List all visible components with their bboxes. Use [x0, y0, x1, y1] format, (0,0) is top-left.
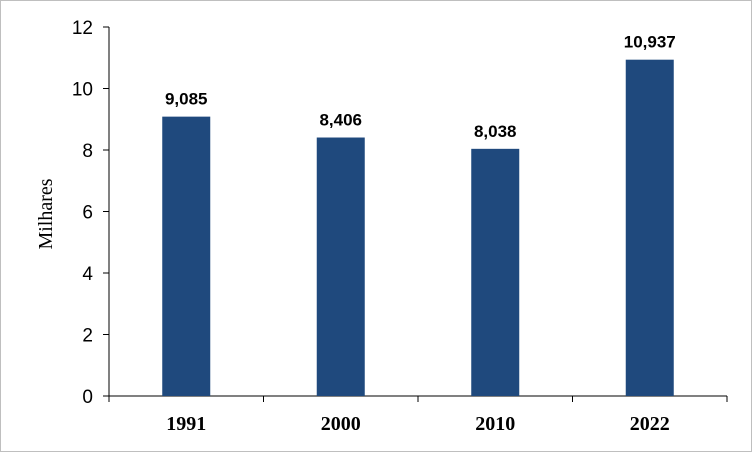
x-tick-label: 2000 [321, 413, 361, 435]
bars-group [162, 59, 674, 396]
x-tick-label: 2022 [630, 413, 670, 435]
data-label: 8,406 [319, 111, 362, 130]
x-tick-label: 2010 [475, 413, 515, 435]
y-tick-label: 10 [72, 80, 93, 101]
y-tick-label: 8 [82, 141, 93, 162]
bar [471, 148, 520, 396]
bar [625, 59, 674, 396]
x-tick-label: 1991 [166, 413, 206, 435]
y-tick-label: 12 [72, 18, 93, 39]
axes [103, 26, 728, 402]
labels-group: 0 2 4 6 8 10 12 9,085 1991 8,406 2000 8,038 2010 10,9… [72, 18, 676, 435]
data-label: 9,085 [165, 90, 208, 109]
data-label: 8,038 [474, 122, 517, 141]
bar [162, 116, 211, 396]
y-tick-label: 2 [82, 326, 93, 347]
data-label: 10,937 [624, 33, 676, 52]
y-tick-label: 4 [82, 264, 93, 285]
y-tick-label: 6 [82, 203, 93, 224]
bar [316, 137, 365, 396]
y-tick-label: 0 [82, 387, 93, 408]
y-axis-title: Milhares [35, 178, 57, 249]
